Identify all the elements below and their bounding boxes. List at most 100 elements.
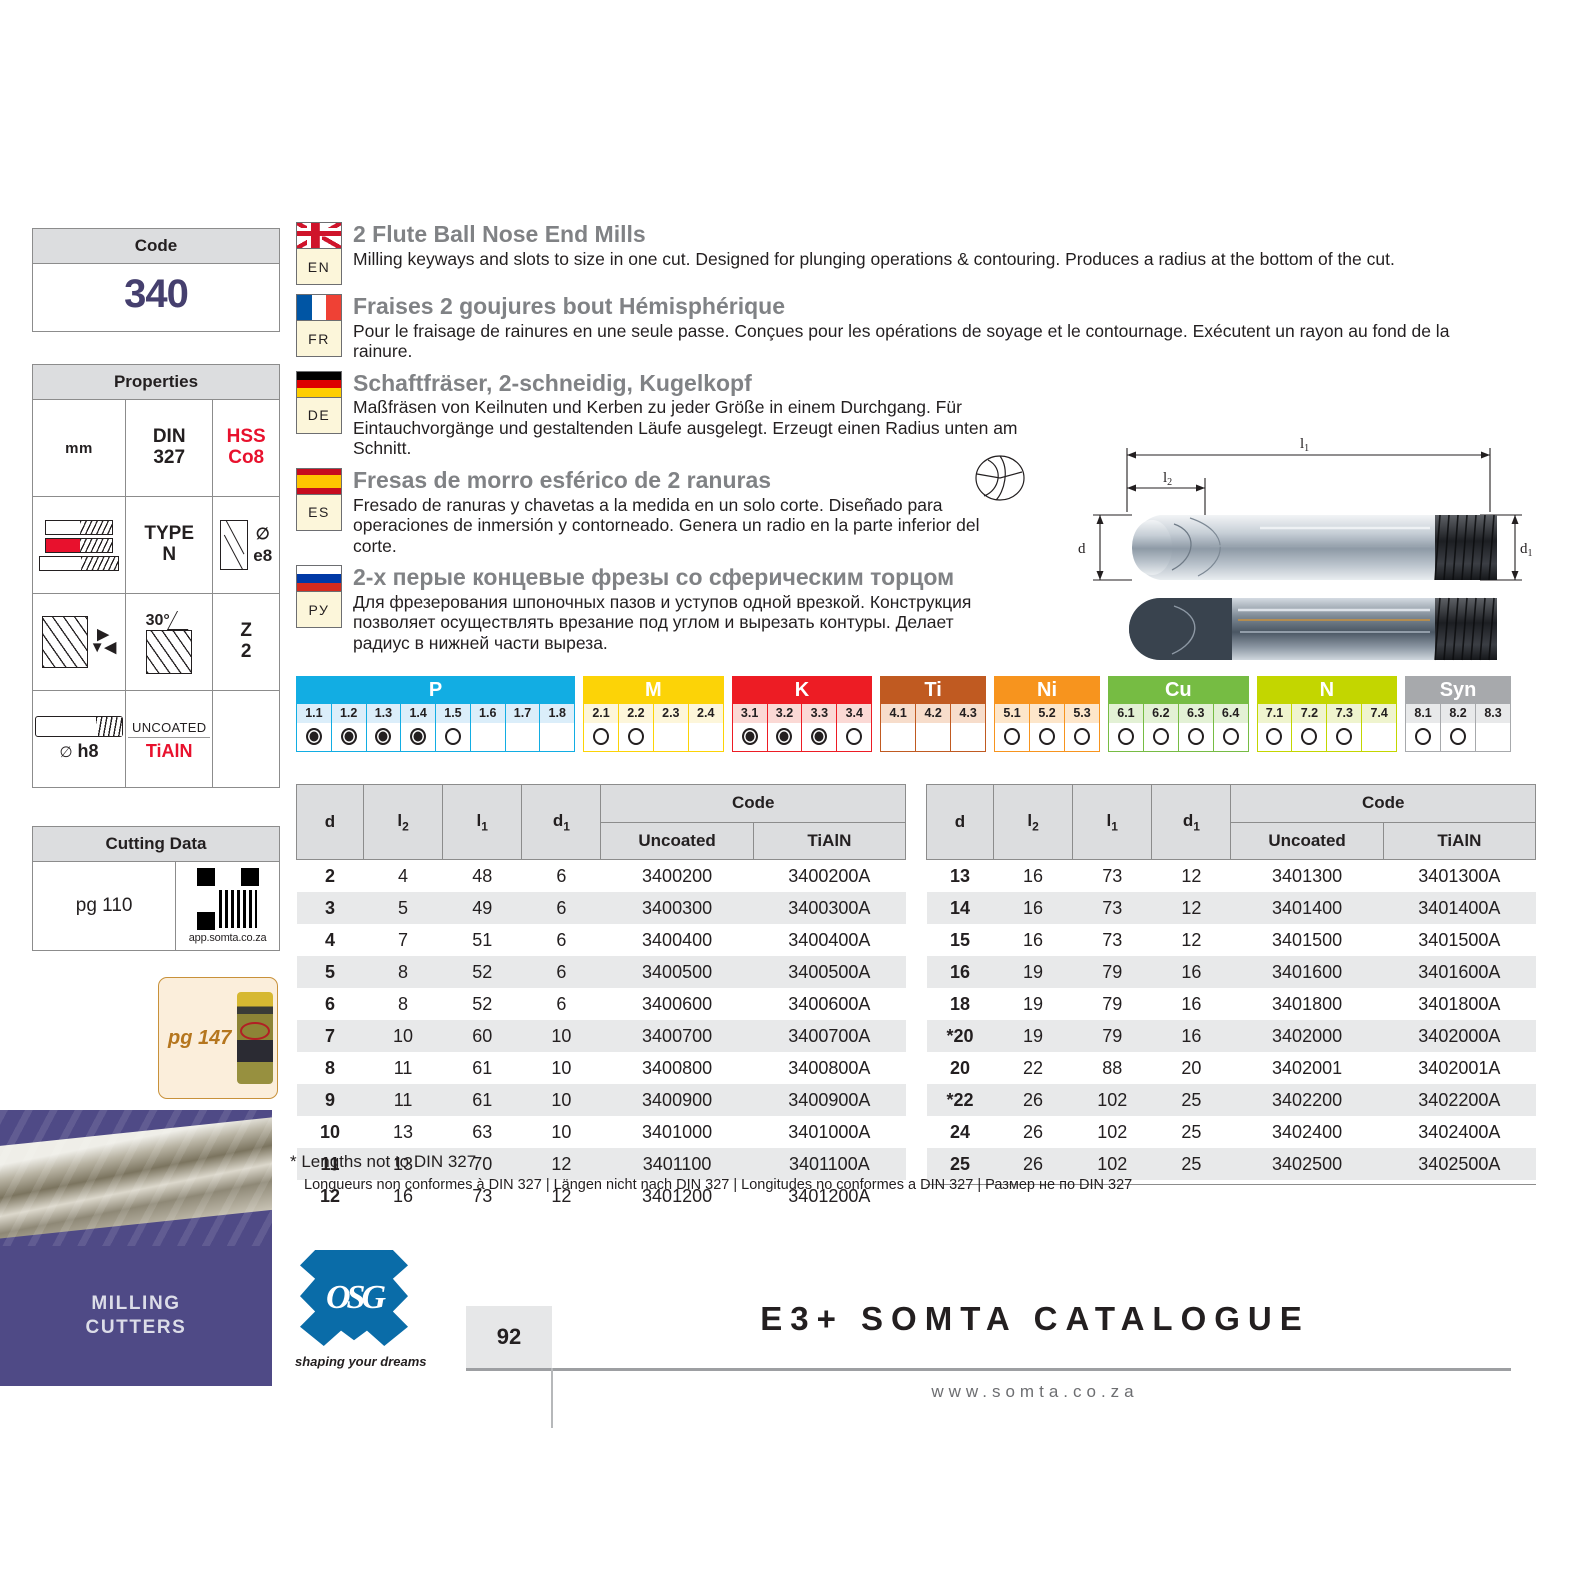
- material-cell-1.6[interactable]: 1.6: [470, 704, 506, 751]
- material-cell-3.2[interactable]: 3.2: [767, 704, 803, 751]
- table-row[interactable]: 5 8 52 6 3400500 3400500A: [296, 956, 906, 988]
- cell-uncoated: 3400400: [642, 929, 713, 950]
- material-cell-5.2[interactable]: 5.2: [1030, 704, 1066, 751]
- cell-l2: 10: [393, 1025, 414, 1046]
- table-row[interactable]: 14 16 73 12 3401400 3401400A: [926, 892, 1536, 924]
- material-cell-1.7[interactable]: 1.7: [505, 704, 541, 751]
- filled-circle-icon: [776, 728, 793, 745]
- table-row[interactable]: *22 26 102 25 3402200 3402200A: [926, 1084, 1536, 1116]
- table-row[interactable]: 13 16 73 12 3401300 3401300A: [927, 860, 1536, 893]
- table-row[interactable]: 8 11 61 10 3400800 3400800A: [297, 1052, 906, 1084]
- material-cell-1.1[interactable]: 1.1: [297, 704, 332, 751]
- material-cell-7.2[interactable]: 7.2: [1292, 704, 1328, 751]
- tool-top-view: [1132, 514, 1497, 581]
- material-cell-number-4.1: 4.1: [881, 704, 916, 723]
- material-cell-8.1[interactable]: 8.1: [1406, 704, 1442, 751]
- cell-d: 3: [324, 897, 335, 918]
- material-cell-number-3.4: 3.4: [837, 704, 872, 723]
- empty-marker-icon: [960, 728, 976, 745]
- language-code-ru: РУ: [296, 592, 342, 628]
- table-row[interactable]: 6 8 52 6 3400600 3400600A: [297, 988, 906, 1020]
- cell-l2: 19: [1023, 993, 1044, 1014]
- material-cell-rating-6.2: [1143, 722, 1178, 751]
- material-cell-2.2[interactable]: 2.2: [618, 704, 654, 751]
- material-cell-7.3[interactable]: 7.3: [1327, 704, 1363, 751]
- material-cell-1.4[interactable]: 1.4: [401, 704, 437, 751]
- material-cell-rating-3.3: [802, 722, 837, 751]
- material-cell-1.5[interactable]: 1.5: [436, 704, 471, 751]
- material-cell-5.3[interactable]: 5.3: [1065, 704, 1099, 751]
- cell-l2: 26: [1023, 1089, 1044, 1110]
- cell-l1: 79: [1102, 1025, 1123, 1046]
- open-circle-icon: [593, 728, 610, 745]
- material-cell-4.1[interactable]: 4.1: [881, 704, 917, 751]
- table-row[interactable]: 3 5 49 6 3400300 3400300A: [296, 892, 906, 924]
- cutting-data-qr-cell[interactable]: app.somta.co.za: [175, 861, 280, 951]
- material-cell-5.1[interactable]: 5.1: [995, 704, 1031, 751]
- material-group-m: M 2.1 2.2 2.3 2.4: [583, 676, 724, 752]
- material-cell-3.1[interactable]: 3.1: [732, 704, 768, 751]
- cell-l1: 70: [472, 1153, 493, 1174]
- table-row[interactable]: 12 16 73 12 3401200 3401200A: [297, 1180, 906, 1212]
- cell-d: 16: [949, 961, 970, 982]
- table-row[interactable]: 11 13 70 12 3401100 3401100A: [296, 1148, 906, 1180]
- spray-can-icon: [237, 992, 274, 1084]
- table-row[interactable]: 7 10 60 10 3400700 3400700A: [296, 1020, 906, 1052]
- cell-tialn: 3401400A: [1418, 897, 1501, 918]
- material-cell-4.3[interactable]: 4.3: [951, 704, 986, 751]
- osg-logo-icon: OSG: [300, 1250, 408, 1346]
- flute-cross-section-icon: [975, 455, 1025, 501]
- table-row[interactable]: 24 26 102 25 3402400 3402400A: [927, 1116, 1536, 1148]
- material-cell-3.3[interactable]: 3.3: [802, 704, 838, 751]
- table-row[interactable]: *20 19 79 16 3402000 3402000A: [926, 1020, 1536, 1052]
- material-cell-6.4[interactable]: 6.4: [1213, 704, 1248, 751]
- material-cell-2.1[interactable]: 2.1: [584, 704, 619, 751]
- cell-l2: 26: [1023, 1121, 1044, 1142]
- material-cell-6.3[interactable]: 6.3: [1178, 704, 1214, 751]
- material-cell-7.4[interactable]: 7.4: [1362, 704, 1397, 751]
- cell-l2: 26: [1023, 1153, 1044, 1174]
- table-row[interactable]: 25 26 102 25 3402500 3402500A: [926, 1148, 1536, 1180]
- empty-marker-icon: [1485, 728, 1501, 745]
- material-cell-1.3[interactable]: 1.3: [366, 704, 402, 751]
- osg-logo-text: OSG: [325, 1279, 386, 1316]
- th-code-right: Code: [1230, 784, 1536, 823]
- qr-code-icon[interactable]: [196, 868, 259, 930]
- material-cell-1.2[interactable]: 1.2: [331, 704, 367, 751]
- code-value: 340: [32, 263, 280, 332]
- material-cell-4.2[interactable]: 4.2: [916, 704, 952, 751]
- cutting-fluid-promo[interactable]: pg 147: [158, 977, 278, 1099]
- table-row[interactable]: 10 13 63 10 3401000 3401000A: [297, 1116, 906, 1148]
- material-cell-8.2[interactable]: 8.2: [1441, 704, 1477, 751]
- material-cell-6.1[interactable]: 6.1: [1109, 704, 1144, 751]
- cell-l1: 88: [1102, 1057, 1123, 1078]
- cell-tialn: 3400700A: [788, 1025, 871, 1046]
- table-row[interactable]: 9 11 61 10 3400900 3400900A: [296, 1084, 906, 1116]
- open-circle-icon: [1004, 728, 1021, 745]
- table-row[interactable]: 20 22 88 20 3402001 3402001A: [927, 1052, 1536, 1084]
- table-row[interactable]: 4 7 51 6 3400400 3400400A: [297, 924, 906, 956]
- material-group-header-ti: Ti: [881, 677, 986, 704]
- table-row[interactable]: 16 19 79 16 3401600 3401600A: [926, 956, 1536, 988]
- table-row[interactable]: 15 16 73 12 3401500 3401500A: [927, 924, 1536, 956]
- material-cell-8.3[interactable]: 8.3: [1476, 704, 1510, 751]
- material-cell-7.1[interactable]: 7.1: [1257, 704, 1293, 751]
- material-cell-number-6.3: 6.3: [1178, 704, 1213, 723]
- cell-l2: 11: [393, 1089, 413, 1110]
- material-cell-number-1.2: 1.2: [331, 704, 366, 723]
- table-row[interactable]: 2 4 48 6 3400200 3400200A: [297, 860, 906, 893]
- prop-flutes: Z 2: [212, 593, 280, 691]
- material-cell-6.2[interactable]: 6.2: [1143, 704, 1179, 751]
- cell-uncoated: 3402000: [1272, 1025, 1343, 1046]
- cell-d1: 12: [1181, 897, 1202, 918]
- material-cell-3.4[interactable]: 3.4: [837, 704, 872, 751]
- properties-header: Properties: [32, 364, 280, 400]
- l1-dimension-line: [1126, 448, 1491, 512]
- cell-uncoated: 3400200: [642, 865, 713, 886]
- material-cell-2.3[interactable]: 2.3: [653, 704, 689, 751]
- table-row[interactable]: 18 19 79 16 3401800 3401800A: [927, 988, 1536, 1020]
- material-cell-2.4[interactable]: 2.4: [688, 704, 723, 751]
- cell-tialn: 3400900A: [788, 1089, 871, 1110]
- tool-bottom-view: [1129, 597, 1497, 661]
- material-cell-1.8[interactable]: 1.8: [540, 704, 575, 751]
